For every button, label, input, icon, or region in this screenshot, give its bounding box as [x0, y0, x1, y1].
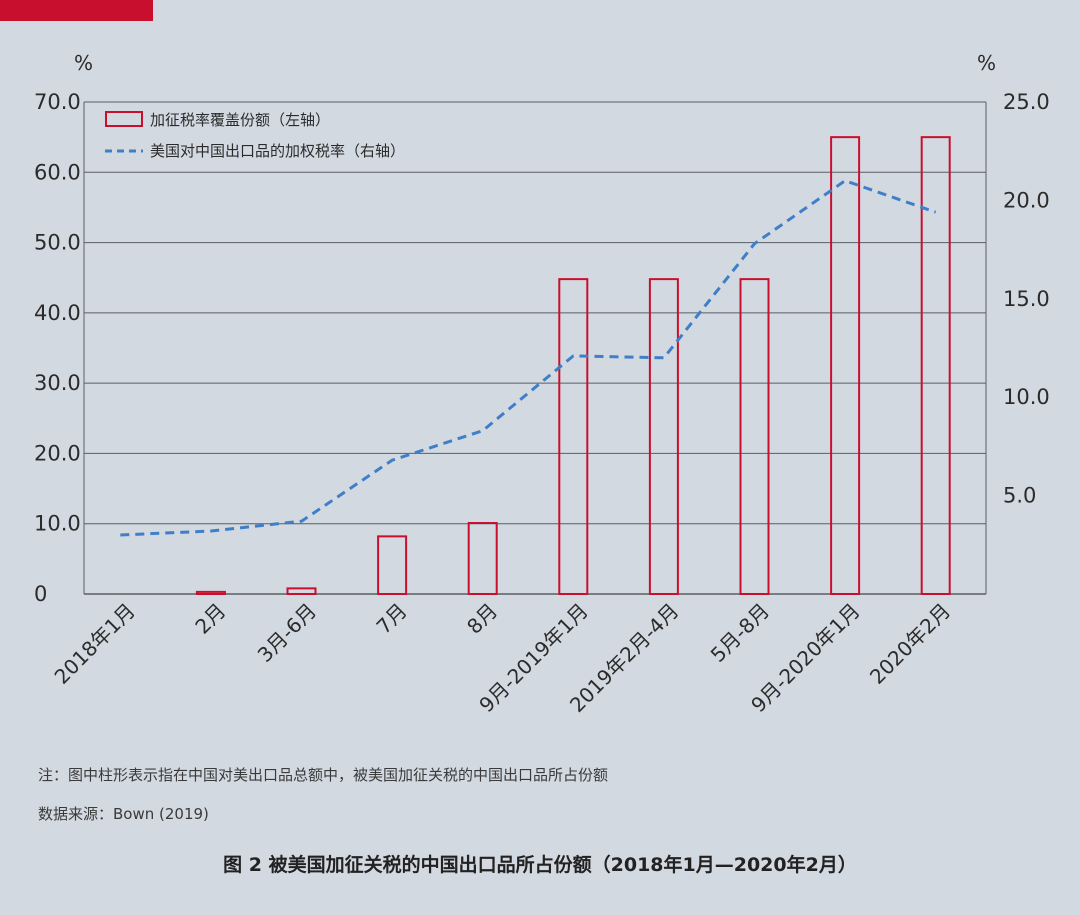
- legend-bar-swatch: [105, 111, 143, 127]
- bar: [648, 278, 679, 595]
- right-tick-label: 10.0: [1003, 385, 1050, 409]
- left-axis-unit: %: [74, 51, 93, 75]
- left-tick-label: 0: [34, 582, 47, 606]
- chart-note: 注：图中柱形表示指在中国对美出口品总额中，被美国加征关税的中国出口品所占份额: [38, 766, 609, 784]
- bar: [739, 278, 770, 595]
- bar: [558, 278, 589, 595]
- x-tick-label: 5月-8月: [706, 599, 774, 667]
- right-tick-label: 25.0: [1003, 90, 1050, 114]
- bar: [286, 587, 317, 595]
- line-series: [120, 179, 937, 537]
- right-tick-label: 15.0: [1003, 287, 1050, 311]
- left-tick-label: 10.0: [34, 512, 81, 536]
- left-tick-label: 20.0: [34, 441, 81, 465]
- right-tick-label: 5.0: [1003, 484, 1036, 508]
- left-tick-label: 60.0: [34, 160, 81, 184]
- legend-bar-label: 加征税率覆盖份额（左轴）: [150, 111, 330, 129]
- bar: [377, 535, 408, 596]
- left-tick-label: 30.0: [34, 371, 81, 395]
- x-tick-label: 8月: [462, 599, 502, 639]
- bar: [467, 522, 498, 595]
- right-axis-unit: %: [977, 51, 996, 75]
- left-tick-label: 50.0: [34, 231, 81, 255]
- chart-source: 数据来源：Bown (2019): [38, 805, 209, 823]
- x-tick-label: 2018年1月: [50, 599, 140, 689]
- legend-line-label: 美国对中国出口品的加权税率（右轴）: [150, 142, 405, 160]
- chart-caption: 图 2 被美国加征关税的中国出口品所占份额（2018年1月—2020年2月）: [223, 854, 857, 876]
- chart: 0 10.0 20.0 30.0 40.0 50.0 60.0 70.0 5.0 10.0 15.0…: [34, 51, 1050, 717]
- x-tick-label: 2月: [190, 599, 230, 639]
- x-tick-label: 3月-6月: [253, 599, 321, 667]
- accent-bar: [0, 0, 153, 21]
- x-tick-label: 7月: [372, 599, 412, 639]
- x-tick-label: 2020年2月: [865, 599, 955, 689]
- right-tick-label: 20.0: [1003, 188, 1050, 212]
- bar: [920, 136, 951, 595]
- left-tick-label: 40.0: [34, 301, 81, 325]
- bar: [195, 590, 226, 595]
- bar: [830, 136, 861, 595]
- left-tick-label: 70.0: [34, 90, 81, 114]
